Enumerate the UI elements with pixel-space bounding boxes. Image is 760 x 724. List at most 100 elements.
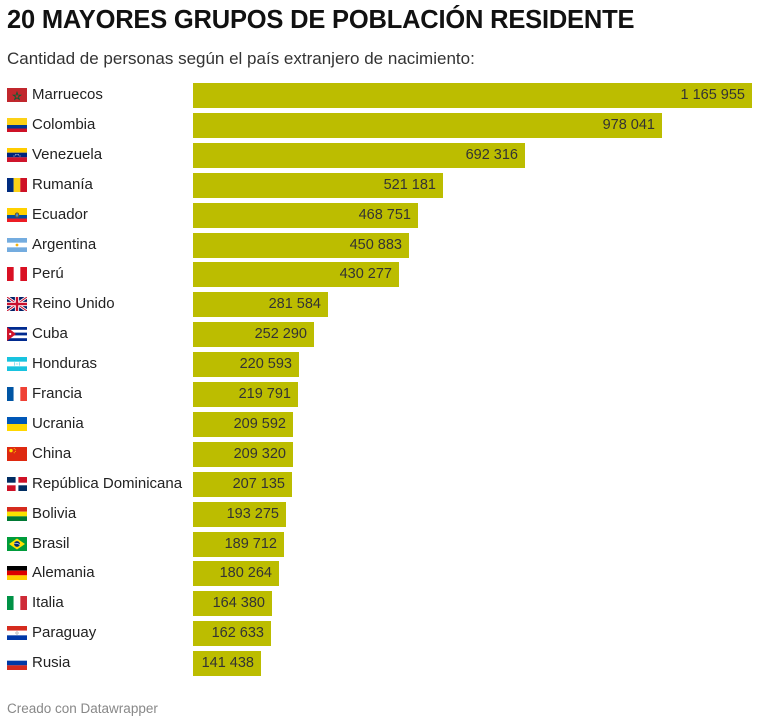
russia-flag-icon xyxy=(7,656,27,671)
bar xyxy=(193,232,409,258)
category-label: Brasil xyxy=(32,534,70,552)
bar xyxy=(193,202,418,228)
colombia-flag-icon xyxy=(7,117,27,132)
value-label: 281 584 xyxy=(268,296,321,313)
bar-row: Honduras 220 593 xyxy=(0,350,760,380)
bar-row: China 209 320 xyxy=(0,440,760,470)
ecuador-flag-icon xyxy=(7,207,27,222)
bar xyxy=(193,531,284,557)
bar-row: Italia 164 380 xyxy=(0,589,760,619)
value-label: 162 633 xyxy=(211,625,264,642)
category-label: Argentina xyxy=(32,235,97,253)
value-label: 209 592 xyxy=(233,415,286,432)
bar xyxy=(193,292,328,318)
category-label: Ucrania xyxy=(32,414,84,432)
category-label: Rumanía xyxy=(32,175,93,193)
category-label: China xyxy=(32,444,72,462)
bar xyxy=(193,112,662,138)
bar-row: Argentina 450 883 xyxy=(0,231,760,261)
honduras-flag-icon xyxy=(7,357,27,372)
value-label: 978 041 xyxy=(602,116,655,133)
bar-row: Venezuela 692 316 xyxy=(0,141,760,171)
argentina-flag-icon xyxy=(7,237,27,252)
value-label: 164 380 xyxy=(212,595,265,612)
value-label: 180 264 xyxy=(219,565,272,582)
bar xyxy=(193,651,261,677)
value-label: 252 290 xyxy=(254,326,307,343)
category-label: Honduras xyxy=(32,355,98,373)
category-label: Italia xyxy=(32,594,64,612)
bar xyxy=(193,172,443,198)
value-label: 430 277 xyxy=(339,266,392,283)
bar xyxy=(193,411,293,437)
united-kingdom-flag-icon xyxy=(7,297,27,312)
category-label: Ecuador xyxy=(32,205,88,223)
bar-row: República Dominicana 207 135 xyxy=(0,470,760,500)
category-label: Paraguay xyxy=(32,624,97,642)
italy-flag-icon xyxy=(7,596,27,611)
bar-row: Reino Unido 281 584 xyxy=(0,290,760,320)
china-flag-icon xyxy=(7,446,27,461)
bar xyxy=(193,591,272,617)
bar xyxy=(193,83,752,108)
category-label: Reino Unido xyxy=(32,295,115,313)
bar xyxy=(193,262,399,288)
paraguay-flag-icon xyxy=(7,626,27,641)
peru-flag-icon xyxy=(7,267,27,282)
bar-row: Paraguay 162 633 xyxy=(0,619,760,649)
brazil-flag-icon xyxy=(7,536,27,551)
bar-row: Ecuador 468 751 xyxy=(0,201,760,231)
value-label: 209 320 xyxy=(233,445,286,462)
cuba-flag-icon xyxy=(7,327,27,342)
category-label: República Dominicana xyxy=(32,474,183,492)
value-label: 141 438 xyxy=(201,655,254,672)
category-label: Colombia xyxy=(32,115,96,133)
category-label: Cuba xyxy=(32,325,68,343)
value-label: 468 751 xyxy=(358,206,411,223)
venezuela-flag-icon xyxy=(7,147,27,162)
bar xyxy=(193,471,292,497)
value-label: 1 165 955 xyxy=(680,87,745,103)
morocco-flag-icon xyxy=(7,88,27,102)
value-label: 193 275 xyxy=(226,505,279,522)
bar-row: Bolivia 193 275 xyxy=(0,500,760,530)
value-label: 521 181 xyxy=(383,176,436,193)
category-label: Venezuela xyxy=(32,145,103,163)
bar xyxy=(193,352,299,378)
bar-row: Ucrania 209 592 xyxy=(0,410,760,440)
bar-row: Cuba 252 290 xyxy=(0,320,760,350)
bar-row: Perú 430 277 xyxy=(0,260,760,290)
romania-flag-icon xyxy=(7,177,27,192)
footer-credit: Creado con Datawrapper xyxy=(7,701,158,716)
bar xyxy=(193,561,279,587)
category-label: Rusia xyxy=(32,654,71,672)
value-label: 219 791 xyxy=(238,386,291,402)
bar xyxy=(193,382,298,407)
bar xyxy=(193,621,271,647)
bar-row: Colombia 978 041 xyxy=(0,111,760,141)
bar-row: Rumanía 521 181 xyxy=(0,171,760,201)
value-label: 189 712 xyxy=(224,535,277,552)
germany-flag-icon xyxy=(7,566,27,581)
value-label: 692 316 xyxy=(465,146,518,163)
category-label: Francia xyxy=(32,385,83,402)
bar-row: Brasil 189 712 xyxy=(0,530,760,560)
category-label: Alemania xyxy=(32,564,95,582)
bar xyxy=(193,441,293,467)
bar xyxy=(193,501,286,527)
ukraine-flag-icon xyxy=(7,416,27,431)
bar xyxy=(193,142,525,168)
dominican-republic-flag-icon xyxy=(7,476,27,491)
category-label: Marruecos xyxy=(32,86,103,103)
value-label: 207 135 xyxy=(232,475,285,492)
chart-title: 20 MAYORES GRUPOS DE POBLACIÓN RESIDENTE xyxy=(7,6,635,34)
bar-row: Francia 219 791 xyxy=(0,380,760,410)
bar-row: Marruecos 1 165 955 xyxy=(0,81,760,111)
category-label: Bolivia xyxy=(32,504,77,522)
bolivia-flag-icon xyxy=(7,506,27,521)
france-flag-icon xyxy=(7,387,27,401)
value-label: 220 593 xyxy=(239,356,292,373)
value-label: 450 883 xyxy=(349,236,402,253)
chart-subtitle: Cantidad de personas según el país extra… xyxy=(7,49,475,68)
bar-row: Rusia 141 438 xyxy=(0,649,760,679)
